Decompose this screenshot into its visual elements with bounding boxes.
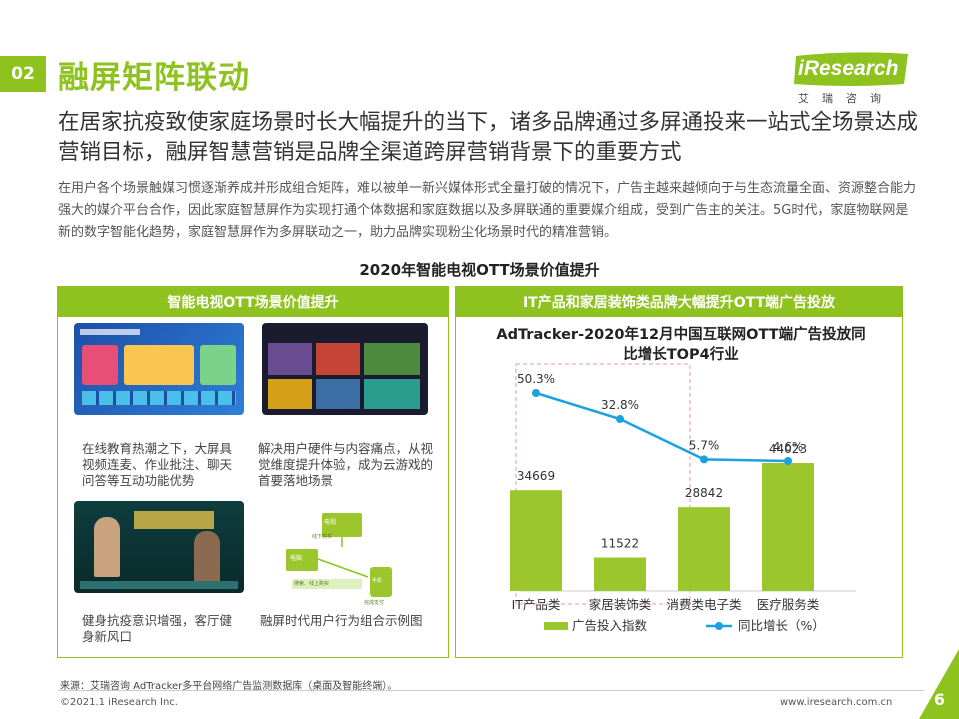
- highlight-box: [515, 363, 691, 605]
- growth-point-1: [616, 415, 624, 424]
- legend-line-label: 同比增长（%）: [738, 618, 825, 633]
- growth-label-2: 5.7%: [689, 438, 720, 452]
- diagram-label-pc: 电脑: [290, 555, 303, 562]
- chart-title: AdTracker-2020年12月中国互联网OTT端广告投放同比增长TOP4行…: [496, 327, 866, 363]
- online-education-screenshot: [74, 323, 244, 415]
- legend-line-marker: [715, 622, 723, 630]
- multi-screen-diagram: [286, 513, 392, 597]
- section-number-badge: 02: [0, 56, 46, 92]
- bar-value-label-3: 44023: [769, 442, 807, 456]
- diagram-label-phone: 手机: [372, 578, 383, 584]
- category-label-3: 医疗服务类: [757, 597, 820, 612]
- page-number: 6: [933, 690, 945, 709]
- cloud-gaming-screenshot: [262, 323, 428, 415]
- headline: 在居家抗疫致使家庭场景时长大幅提升的当下，诸多品牌通过多屏通投来一站式全场景达成…: [58, 110, 919, 165]
- bar-value-label-1: 11522: [601, 536, 639, 550]
- bar-value-label-0: 34669: [517, 469, 555, 483]
- logo-text: iResearch: [798, 57, 899, 80]
- caption-education: 在线教育热潮之下，大屏具视频连麦、作业批注、聊天问答等互动功能优势: [82, 441, 233, 488]
- growth-line: [535, 391, 789, 463]
- ott-ad-chart: 34669 IT产品类 11522 家居装饰类 28842 消费类电子类 44023 医疗服务…: [510, 363, 856, 633]
- legend-bar-label: 广告投入指数: [572, 618, 648, 633]
- category-label-0: IT产品类: [512, 597, 561, 612]
- right-panel-header: IT产品和家居装饰类品牌大幅提升OTT端广告投放: [456, 287, 902, 317]
- logo-shape-icon: [794, 52, 908, 86]
- growth-point-3: [784, 457, 792, 465]
- section-title: 2020年智能电视OTT场景价值提升: [359, 261, 600, 279]
- caption-gaming: 解决用户硬件与内容痛点，从视觉维度提升体验，成为云游戏的首要落地场景: [258, 441, 434, 488]
- home-fitness-screenshot: [74, 501, 244, 593]
- caption-diagram: 融屏时代用户行为组合示例图: [260, 613, 423, 628]
- growth-point-0: [532, 389, 540, 397]
- corner-decoration-icon: [919, 649, 959, 719]
- bar-1: [594, 557, 646, 591]
- diagram-label-tv: 电视: [324, 519, 337, 526]
- source-note: 来源：艾瑞咨询 AdTracker多平台网络广告监测数据库（桌面及智能终端）。: [60, 681, 398, 692]
- legend-bar-swatch: [544, 622, 568, 630]
- growth-label-3: 4.6%: [773, 440, 804, 454]
- copyright: ©2021.1 iResearch Inc.: [60, 697, 178, 708]
- left-panel-header: 智能电视OTT场景价值提升: [58, 287, 448, 317]
- diagram-label-offline: 线下购买: [312, 534, 333, 540]
- iresearch-logo: iResearch 艾瑞咨询: [792, 50, 912, 110]
- bar-0: [510, 490, 562, 591]
- diagram-label-pay: 完成支付: [364, 600, 385, 606]
- growth-label-0: 50.3%: [517, 372, 555, 386]
- bar-3: [762, 463, 814, 591]
- logo-subtext: 艾瑞咨询: [798, 92, 894, 105]
- right-panel: IT产品和家居装饰类品牌大幅提升OTT端广告投放 AdTracker-2020年…: [455, 286, 903, 658]
- growth-label-1: 32.8%: [601, 398, 639, 412]
- body-paragraph: 在用户各个场景触媒习惯逐渐养成并形成组合矩阵，难以被单一新兴媒体形式全量打破的情…: [58, 181, 917, 240]
- category-label-1: 家居装饰类: [589, 597, 652, 612]
- growth-point-2: [700, 455, 708, 464]
- caption-fitness: 健身抗疫意识增强，客厅健身新风口: [82, 613, 233, 644]
- category-label-2: 消费类电子类: [666, 597, 742, 612]
- diagram-label-search: 搜索、线上购买: [294, 581, 330, 587]
- left-panel: 智能电视OTT场景价值提升 在线教育热潮之下，大屏具视频连麦、作业批注、聊天问答…: [57, 286, 449, 658]
- bar-value-label-2: 28842: [685, 486, 723, 500]
- bar-2: [678, 507, 730, 591]
- website-link[interactable]: www.iresearch.com.cn: [780, 697, 893, 708]
- footer-divider: [58, 690, 924, 691]
- page-title: 融屏矩阵联动: [58, 60, 250, 96]
